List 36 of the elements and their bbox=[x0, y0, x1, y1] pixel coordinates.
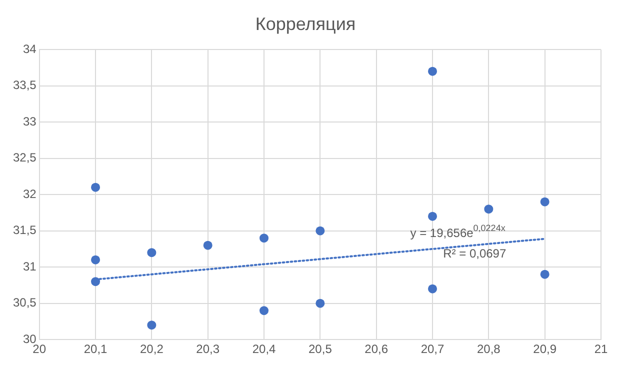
y-tick-label: 33 bbox=[22, 114, 37, 128]
x-tick-label: 20,8 bbox=[476, 342, 501, 356]
y-tick-label: 31 bbox=[22, 259, 37, 274]
point bbox=[147, 320, 156, 330]
x-tick-label: 20,9 bbox=[533, 342, 557, 356]
point bbox=[147, 248, 156, 258]
point bbox=[203, 240, 212, 250]
point bbox=[540, 197, 550, 206]
annotation: R² = 0,0697 bbox=[443, 246, 506, 260]
x-tick-label: 20,6 bbox=[364, 342, 388, 356]
y-tick-label: 30,5 bbox=[12, 296, 37, 310]
point bbox=[260, 306, 269, 316]
point bbox=[484, 204, 494, 214]
x-tick-label: 20,1 bbox=[84, 342, 108, 356]
x-tick-label: 20,3 bbox=[196, 342, 220, 356]
x-tick-label: 20,5 bbox=[308, 342, 332, 356]
point bbox=[91, 277, 100, 286]
point bbox=[91, 182, 100, 192]
point bbox=[91, 255, 100, 264]
x-tick-label: 20,2 bbox=[140, 342, 164, 356]
y-tick-label: 32 bbox=[22, 186, 37, 201]
x-tick-label: 20,4 bbox=[252, 342, 276, 356]
point bbox=[316, 298, 325, 308]
y-tick-label: 34 bbox=[22, 42, 37, 56]
chart-title: Корреляция bbox=[255, 14, 356, 34]
y-tick-label: 32,5 bbox=[12, 150, 37, 165]
point bbox=[428, 212, 438, 221]
point bbox=[316, 226, 325, 236]
y-tick-label: 33,5 bbox=[12, 78, 37, 92]
point bbox=[540, 270, 550, 279]
x-tick-label: 21 bbox=[594, 342, 608, 356]
x-tick-label: 20,7 bbox=[420, 342, 445, 356]
point bbox=[428, 284, 438, 294]
point bbox=[428, 66, 438, 76]
y-tick-label: 31,5 bbox=[12, 223, 37, 238]
point bbox=[260, 234, 269, 243]
